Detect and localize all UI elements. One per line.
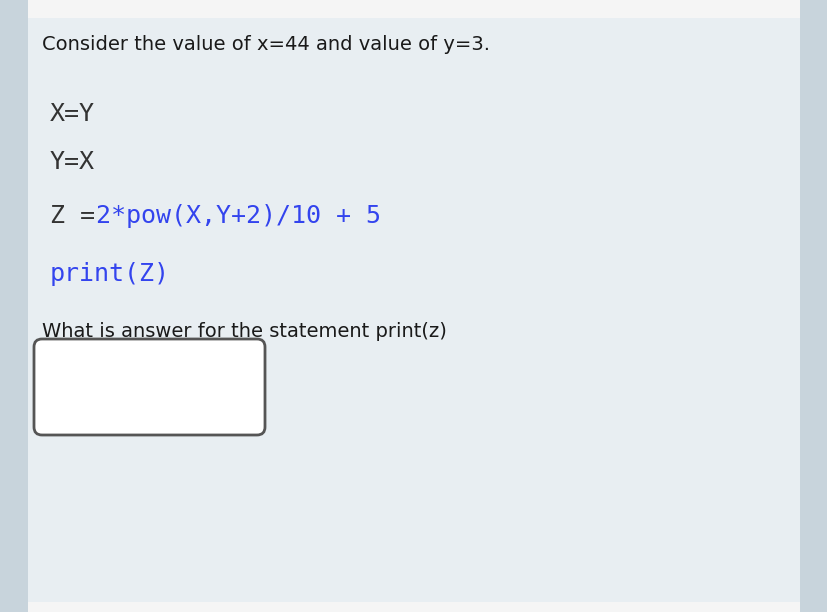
Bar [799,0,827,612]
Text: Z =: Z = [50,204,110,228]
Text: What is answer for the statement print(z): What is answer for the statement print(z… [42,322,447,341]
Text: Consider the value of x=44 and value of y=3.: Consider the value of x=44 and value of … [42,35,490,54]
FancyBboxPatch shape [34,339,265,435]
Bar [0,0,28,612]
Text: Y=X: Y=X [50,150,95,174]
Text: X=Y: X=Y [50,102,95,126]
Bar [0,602,827,612]
Text: print(Z): print(Z) [50,262,170,286]
Text: 2*pow(X,Y+2)/10 + 5: 2*pow(X,Y+2)/10 + 5 [96,204,380,228]
Bar [0,0,827,18]
